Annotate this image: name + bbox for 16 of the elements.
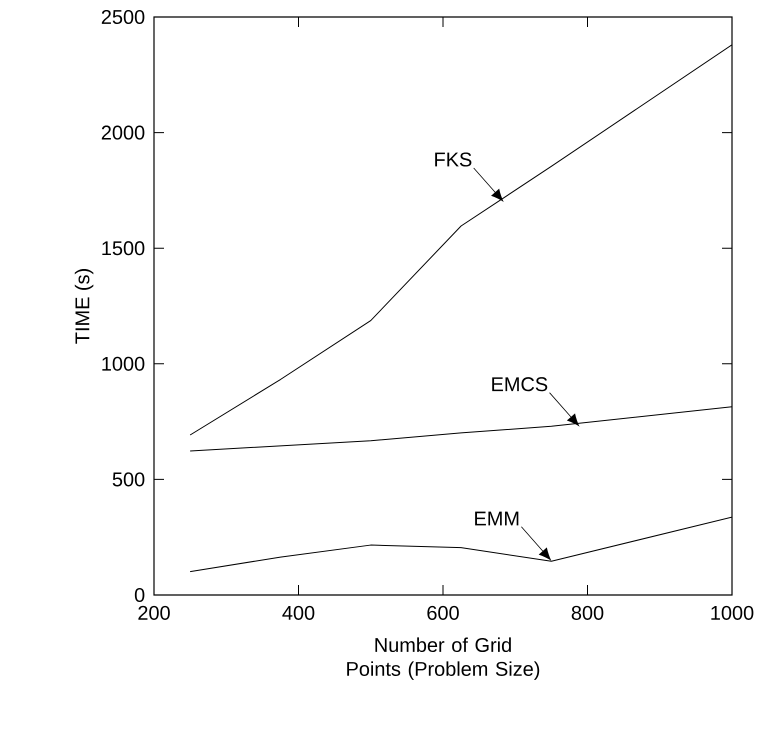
y-tick-label: 2500 [102, 10, 144, 24]
annotation: EMM [475, 512, 518, 526]
y-tick-label: 2000 [102, 126, 144, 140]
x-tick-label: 600 [427, 606, 459, 620]
x-tick-label: 400 [282, 606, 314, 620]
y-tick-label: 500 [112, 472, 144, 486]
x-tick-label: 1000 [711, 606, 754, 620]
y-axis-title: TIME (s) [74, 269, 94, 344]
x-axis-title: Number of Grid Points (Problem Size) [347, 637, 540, 680]
x-tick-label: 200 [138, 606, 170, 620]
y-tick-label: 1000 [102, 356, 144, 371]
annotation: FKS [435, 152, 472, 167]
x-tick-label: 800 [572, 606, 604, 620]
annotation: EMCS [492, 377, 548, 392]
y-tick-label: 0 [134, 588, 144, 602]
y-tick-label: 1500 [102, 241, 144, 256]
